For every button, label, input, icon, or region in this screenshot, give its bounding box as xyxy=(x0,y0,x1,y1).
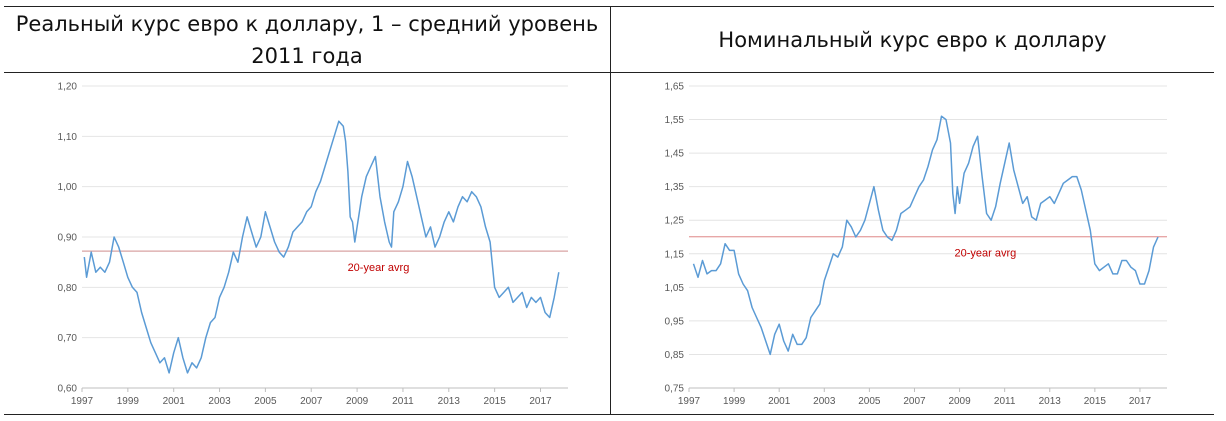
reference-line-label: 20-year avrg xyxy=(348,262,410,274)
x-tick-label: 2001 xyxy=(768,396,791,407)
y-tick-label: 1,35 xyxy=(665,182,685,193)
y-tick-label: 1,25 xyxy=(665,216,685,227)
y-tick-label: 0,80 xyxy=(58,283,78,294)
y-tick-label: 0,75 xyxy=(665,384,685,395)
y-tick-label: 1,20 xyxy=(58,82,78,93)
x-tick-label: 2011 xyxy=(994,396,1016,407)
x-tick-label: 2005 xyxy=(858,396,881,407)
x-tick-label: 2007 xyxy=(903,396,926,407)
y-tick-label: 0,95 xyxy=(665,316,685,327)
x-tick-label: 2017 xyxy=(1129,396,1152,407)
x-tick-label: 2015 xyxy=(1084,396,1107,407)
x-tick-label: 1999 xyxy=(117,396,140,407)
x-tick-label: 2011 xyxy=(392,396,414,407)
y-tick-label: 0,70 xyxy=(58,333,78,344)
x-tick-label: 1997 xyxy=(71,396,94,407)
y-tick-label: 1,05 xyxy=(665,283,685,294)
column-divider xyxy=(610,6,611,415)
x-tick-label: 2003 xyxy=(208,396,231,407)
x-tick-label: 2007 xyxy=(300,396,323,407)
nominal-rate-chart: 1,65 1,55 1,45 1,35 1,25 1,15 1,05 0,95 0,85 0,75… xyxy=(665,82,1167,407)
y-tick-label: 1,55 xyxy=(665,115,685,126)
header-divider xyxy=(4,72,1214,73)
x-tick-label: 2013 xyxy=(1039,396,1062,407)
x-tick-label: 2003 xyxy=(813,396,836,407)
x-tick-label: 1999 xyxy=(723,396,746,407)
table-frame xyxy=(4,6,1214,415)
y-tick-label: 1,65 xyxy=(665,82,685,93)
x-tick-label: 2001 xyxy=(163,396,186,407)
x-tick-label: 2015 xyxy=(484,396,507,407)
y-tick-label: 0,90 xyxy=(58,233,78,244)
y-tick-label: 1,10 xyxy=(58,132,78,143)
series-line xyxy=(83,120,560,374)
x-tick-label: 2009 xyxy=(346,396,369,407)
x-tick-label: 2013 xyxy=(438,396,461,407)
right-chart-title: Номинальный курс евро к доллару xyxy=(718,27,1107,52)
y-tick-label: 0,85 xyxy=(665,350,685,361)
y-tick-label: 1,15 xyxy=(665,249,685,260)
x-tick-label: 2009 xyxy=(948,396,971,407)
y-tick-label: 1,00 xyxy=(58,182,78,193)
reference-line-label: 20-year avrg xyxy=(954,248,1016,260)
y-tick-label: 0,60 xyxy=(58,384,78,395)
left-chart-title: Реальный курс евро к доллару, 1 – средни… xyxy=(15,11,599,68)
x-tick-label: 2005 xyxy=(254,396,277,407)
y-tick-label: 1,45 xyxy=(665,149,685,160)
series-line xyxy=(692,115,1159,356)
x-tick-label: 1997 xyxy=(678,396,701,407)
x-tick-label: 2017 xyxy=(529,396,552,407)
